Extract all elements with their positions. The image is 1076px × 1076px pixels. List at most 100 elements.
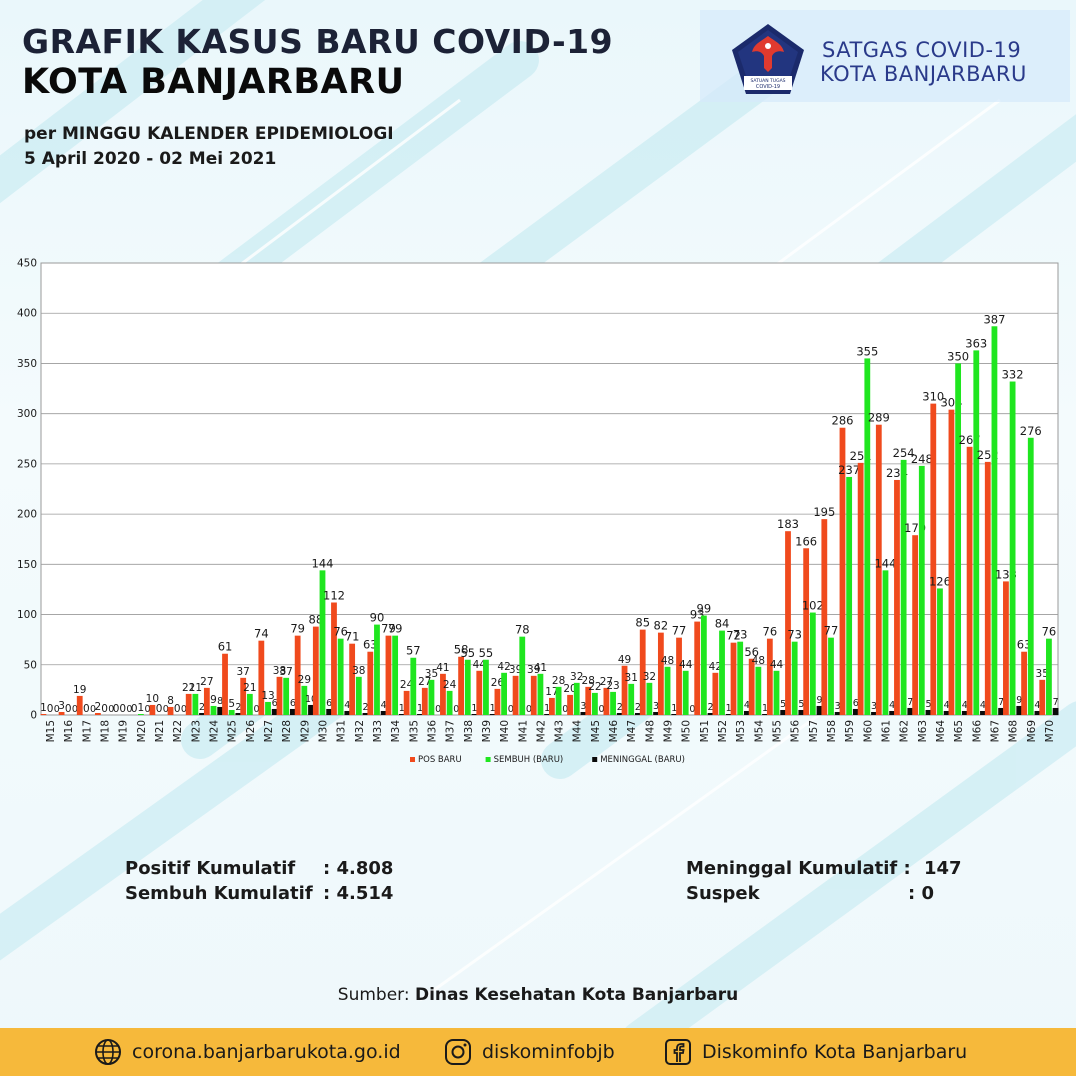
bar [639,629,646,715]
x-tick-label: M53 [735,720,747,742]
bar [312,626,319,715]
plot-area [40,262,1059,716]
data-label: 237 [838,463,860,477]
data-label: 363 [965,336,987,350]
data-label: 0 [145,704,151,715]
data-label: 57 [406,644,421,658]
footer-website[interactable]: corona.banjarbarukota.go.id [94,1038,401,1066]
x-tick-label: M63 [917,720,929,742]
x-tick-label: M66 [971,720,983,743]
data-label: 29 [298,674,311,686]
data-label: 85 [635,616,650,630]
bar [294,635,301,715]
x-tick-label: M15 [45,720,57,742]
data-label: 0 [253,704,259,715]
bar [58,711,65,715]
x-tick-label: M25 [227,720,239,742]
bar [930,403,937,715]
death-cumulative-label: Meninggal Kumulatif : [686,858,911,879]
bar [984,461,991,715]
x-tick-label: M60 [862,720,874,742]
org-name-line1: SATGAS COVID-19 [822,38,1022,62]
footer-facebook[interactable]: Diskominfo Kota Banjarbaru [664,1038,967,1066]
bar [671,713,678,715]
bar [653,711,659,715]
bar [471,713,478,715]
data-label: 2 [95,701,102,713]
data-label: 195 [813,505,835,519]
data-label: 41 [534,662,547,674]
data-label: 0 [163,704,169,715]
data-label: 4 [1034,700,1040,711]
bar [362,712,369,715]
x-tick-label: M18 [100,720,112,742]
positive-cumulative-value: : 4.808 [323,858,394,879]
source-prefix: Sumber: [337,985,415,1005]
data-label: 39 [527,664,540,676]
x-tick-label: M31 [336,720,348,742]
bar [289,708,296,715]
bar [40,713,47,715]
data-label: 276 [1020,424,1042,438]
death-cumulative: Meninggal Kumulatif : 147 [686,858,962,879]
bar [308,704,314,715]
data-label: 28 [582,675,595,687]
x-tick-label: M51 [699,720,711,742]
data-label: 7 [907,697,913,708]
bar [743,710,750,715]
bar [889,710,896,715]
bar [980,710,986,715]
bar [961,710,968,715]
data-label: 21 [243,682,256,694]
recovered-cumulative-value: : 4.514 [323,883,394,904]
x-tick-label: M59 [844,720,856,742]
data-label: 19 [73,684,86,696]
data-label: 0 [435,704,441,715]
footer-instagram[interactable]: diskominfobjb [444,1038,615,1066]
data-label: 42 [497,661,510,673]
data-label: 9 [210,694,217,706]
bar [809,612,816,715]
data-label: 48 [661,655,674,667]
data-label: 4 [381,700,387,711]
data-label: 7 [1053,697,1059,708]
data-label: 3 [580,701,586,712]
data-label: 5 [798,699,804,710]
data-label: 10 [305,694,317,705]
death-cumulative-value: 147 [924,858,962,879]
data-label: 17 [545,686,558,698]
globe-icon [95,1039,121,1065]
x-tick-label: M21 [154,720,166,742]
bar [530,675,537,715]
data-label: 24 [400,679,414,691]
data-label: 13 [261,690,274,702]
x-tick-label: M19 [118,720,130,742]
data-label: 0 [65,703,72,715]
data-label: 102 [802,599,824,613]
bar [737,641,744,715]
facebook-icon [665,1039,691,1065]
data-label: 55 [460,646,475,660]
data-label: 26 [491,677,505,689]
data-label: 183 [777,517,799,531]
data-label: 0 [562,704,568,715]
bar [240,677,247,715]
data-label: 82 [654,619,669,633]
bar [912,535,919,715]
bar [555,686,562,715]
data-label: 0 [47,703,54,715]
x-tick-label: M40 [499,720,511,742]
legend-label: SEMBUH (BARU) [494,755,564,765]
data-label: 254 [893,446,915,460]
x-tick-label: M58 [826,720,838,742]
data-label: 79 [388,622,403,636]
x-tick-label: M67 [989,720,1001,742]
bar [222,653,228,715]
bar [766,638,773,715]
bar [349,643,356,715]
bar [374,624,380,715]
data-label: 79 [290,622,305,636]
bar [664,666,671,715]
data-label: 0 [689,704,695,715]
bar [344,710,351,715]
